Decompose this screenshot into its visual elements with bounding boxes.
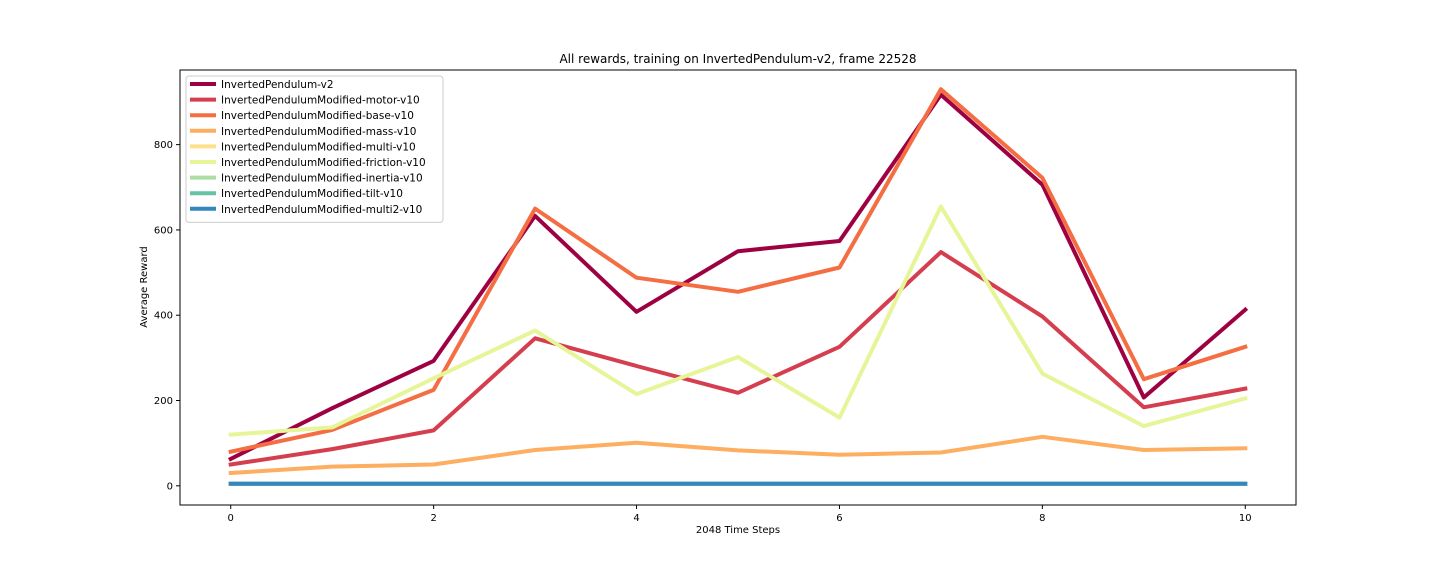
x-tick-label: 0 <box>228 513 234 524</box>
series-line-3 <box>228 434 1248 476</box>
plot-frame <box>179 69 1297 506</box>
series-lines <box>228 87 1249 486</box>
legend-label-8: InvertedPendulumModified-multi2-v10 <box>221 204 422 216</box>
y-tick-label: 600 <box>154 225 173 236</box>
series-line-1 <box>228 250 1248 467</box>
x-axis-title: 2048 Time Steps <box>696 525 780 536</box>
x-tick-label: 4 <box>633 513 639 524</box>
series-line-0 <box>228 92 1249 462</box>
series-line-2 <box>228 87 1248 455</box>
x-axis: 0 2 4 6 8 10 <box>228 505 1252 524</box>
legend-label-2: InvertedPendulumModified-base-v10 <box>221 110 414 122</box>
legend: InvertedPendulum-v2 InvertedPendulumModif… <box>185 75 444 223</box>
legend-label-5: InvertedPendulumModified-friction-v10 <box>221 157 426 169</box>
x-tick-label: 8 <box>1039 513 1045 524</box>
x-tick-label: 10 <box>1239 513 1252 524</box>
legend-box <box>185 75 444 223</box>
legend-label-4: InvertedPendulumModified-multi-v10 <box>221 141 416 153</box>
legend-label-1: InvertedPendulumModified-motor-v10 <box>221 95 420 107</box>
x-tick-label: 6 <box>836 513 842 524</box>
legend-label-3: InvertedPendulumModified-mass-v10 <box>221 126 416 138</box>
series-line-5 <box>228 204 1248 437</box>
y-tick-label: 0 <box>167 481 173 492</box>
y-tick-label: 200 <box>154 396 173 407</box>
y-tick-label: 800 <box>154 140 173 151</box>
chart-title: All rewards, training on InvertedPendulu… <box>559 52 916 66</box>
y-axis-title: Average Reward <box>139 246 150 327</box>
y-axis: 0 200 400 600 800 <box>154 140 180 492</box>
y-tick-label: 400 <box>154 311 173 322</box>
legend-label-0: InvertedPendulum-v2 <box>221 79 334 91</box>
legend-label-7: InvertedPendulumModified-tilt-v10 <box>221 188 403 200</box>
legend-label-6: InvertedPendulumModified-inertia-v10 <box>221 173 423 185</box>
x-tick-label: 2 <box>430 513 436 524</box>
